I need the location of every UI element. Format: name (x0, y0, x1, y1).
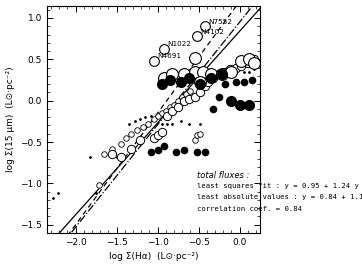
Text: N1022: N1022 (168, 41, 191, 47)
X-axis label: log Σ(Hα)  (L⊙·pc⁻²): log Σ(Hα) (L⊙·pc⁻²) (109, 252, 198, 261)
Text: N4691: N4691 (157, 53, 182, 59)
Text: least absolute values : y = 0.84 + 1.11 y: least absolute values : y = 0.84 + 1.11 … (197, 194, 362, 200)
Text: least squares fit : y = 0.95 + 1.24 y: least squares fit : y = 0.95 + 1.24 y (197, 183, 359, 189)
Text: N4102: N4102 (200, 29, 224, 34)
Text: total fluxes :: total fluxes : (197, 171, 249, 180)
Text: N7552: N7552 (209, 19, 232, 25)
Y-axis label: log Σ(15 µm)  (L⊙·pc⁻²): log Σ(15 µm) (L⊙·pc⁻²) (5, 66, 14, 172)
Text: correlation coef. = 0.84: correlation coef. = 0.84 (197, 206, 302, 212)
